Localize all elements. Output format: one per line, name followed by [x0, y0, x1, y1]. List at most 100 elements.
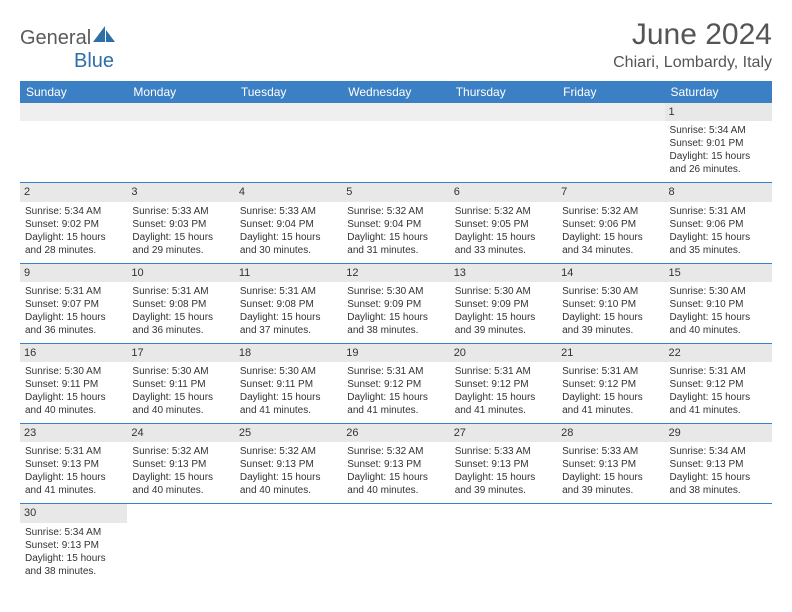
sunrise-line: Sunrise: 5:33 AM: [240, 205, 337, 218]
day-number: 30: [20, 504, 127, 522]
calendar-cell: 1Sunrise: 5:34 AMSunset: 9:01 PMDaylight…: [665, 103, 772, 183]
calendar-cell: 7Sunrise: 5:32 AMSunset: 9:06 PMDaylight…: [557, 183, 664, 263]
daylight-line: Daylight: 15 hours and 41 minutes.: [455, 391, 552, 417]
calendar-cell: 27Sunrise: 5:33 AMSunset: 9:13 PMDayligh…: [450, 424, 557, 504]
blank-cell: [665, 504, 772, 584]
sunrise-line: Sunrise: 5:31 AM: [240, 285, 337, 298]
sunset-line: Sunset: 9:13 PM: [25, 458, 122, 471]
day-number: 26: [342, 424, 449, 442]
calendar-cell: 26Sunrise: 5:32 AMSunset: 9:13 PMDayligh…: [342, 424, 449, 504]
day-number: 18: [235, 344, 342, 362]
daylight-line: Daylight: 15 hours and 37 minutes.: [240, 311, 337, 337]
daylight-line: Daylight: 15 hours and 39 minutes.: [455, 471, 552, 497]
calendar-row: 23Sunrise: 5:31 AMSunset: 9:13 PMDayligh…: [20, 424, 772, 504]
calendar-cell: 3Sunrise: 5:33 AMSunset: 9:03 PMDaylight…: [127, 183, 234, 263]
calendar-cell: 30Sunrise: 5:34 AMSunset: 9:13 PMDayligh…: [20, 504, 127, 584]
day-number: 29: [665, 424, 772, 442]
title-block: June 2024 Chiari, Lombardy, Italy: [613, 18, 772, 72]
sunset-line: Sunset: 9:11 PM: [240, 378, 337, 391]
daylight-line: Daylight: 15 hours and 39 minutes.: [562, 471, 659, 497]
calendar-cell: 20Sunrise: 5:31 AMSunset: 9:12 PMDayligh…: [450, 343, 557, 423]
day-number: 1: [665, 103, 772, 121]
day-number: 22: [665, 344, 772, 362]
sunrise-line: Sunrise: 5:31 AM: [347, 365, 444, 378]
calendar-cell: 8Sunrise: 5:31 AMSunset: 9:06 PMDaylight…: [665, 183, 772, 263]
sunrise-line: Sunrise: 5:31 AM: [670, 365, 767, 378]
day-header: Tuesday: [235, 81, 342, 103]
sunrise-line: Sunrise: 5:30 AM: [347, 285, 444, 298]
day-number: 17: [127, 344, 234, 362]
sunset-line: Sunset: 9:13 PM: [455, 458, 552, 471]
sunset-line: Sunset: 9:04 PM: [240, 218, 337, 231]
sunset-line: Sunset: 9:13 PM: [25, 539, 122, 552]
sunset-line: Sunset: 9:12 PM: [347, 378, 444, 391]
sunrise-line: Sunrise: 5:31 AM: [562, 365, 659, 378]
sunrise-line: Sunrise: 5:32 AM: [347, 205, 444, 218]
daylight-line: Daylight: 15 hours and 26 minutes.: [670, 150, 767, 176]
sunrise-line: Sunrise: 5:32 AM: [562, 205, 659, 218]
daylight-line: Daylight: 15 hours and 38 minutes.: [25, 552, 122, 578]
sunset-line: Sunset: 9:07 PM: [25, 298, 122, 311]
daylight-line: Daylight: 15 hours and 36 minutes.: [25, 311, 122, 337]
calendar-cell: 18Sunrise: 5:30 AMSunset: 9:11 PMDayligh…: [235, 343, 342, 423]
calendar-cell: 15Sunrise: 5:30 AMSunset: 9:10 PMDayligh…: [665, 263, 772, 343]
sunrise-line: Sunrise: 5:32 AM: [455, 205, 552, 218]
location: Chiari, Lombardy, Italy: [613, 54, 772, 72]
blank-cell: [127, 103, 234, 183]
sunrise-line: Sunrise: 5:32 AM: [347, 445, 444, 458]
sunset-line: Sunset: 9:12 PM: [455, 378, 552, 391]
day-number: 12: [342, 264, 449, 282]
daylight-line: Daylight: 15 hours and 41 minutes.: [562, 391, 659, 417]
sunset-line: Sunset: 9:11 PM: [25, 378, 122, 391]
logo-general: General: [20, 27, 91, 49]
logo-blue: Blue: [74, 50, 114, 72]
sunset-line: Sunset: 9:11 PM: [132, 378, 229, 391]
page-header: GeneralBlue June 2024 Chiari, Lombardy, …: [20, 18, 772, 73]
day-number: 9: [20, 264, 127, 282]
sunrise-line: Sunrise: 5:30 AM: [240, 365, 337, 378]
calendar-cell: 17 Sunrise: 5:30 AMSunset: 9:11 PMDayligh…: [127, 343, 234, 423]
sunset-line: Sunset: 9:13 PM: [562, 458, 659, 471]
calendar-cell: 13Sunrise: 5:30 AMSunset: 9:09 PMDayligh…: [450, 263, 557, 343]
daylight-line: Daylight: 15 hours and 30 minutes.: [240, 231, 337, 257]
daylight-line: Daylight: 15 hours and 39 minutes.: [455, 311, 552, 337]
day-header: Friday: [557, 81, 664, 103]
day-number: 27: [450, 424, 557, 442]
logo-text: GeneralBlue: [20, 24, 117, 73]
sunset-line: Sunset: 9:04 PM: [347, 218, 444, 231]
calendar-cell: 22Sunrise: 5:31 AMSunset: 9:12 PMDayligh…: [665, 343, 772, 423]
logo: GeneralBlue: [20, 24, 117, 73]
day-number: 3: [127, 183, 234, 201]
daylight-line: Daylight: 15 hours and 31 minutes.: [347, 231, 444, 257]
sunrise-line: Sunrise: 5:33 AM: [562, 445, 659, 458]
calendar-cell: 28Sunrise: 5:33 AMSunset: 9:13 PMDayligh…: [557, 424, 664, 504]
day-number: 13: [450, 264, 557, 282]
sunset-line: Sunset: 9:09 PM: [455, 298, 552, 311]
day-number: 4: [235, 183, 342, 201]
day-header-row: SundayMondayTuesdayWednesdayThursdayFrid…: [20, 81, 772, 103]
calendar-cell: 6Sunrise: 5:32 AMSunset: 9:05 PMDaylight…: [450, 183, 557, 263]
sunrise-line: Sunrise: 5:32 AM: [132, 445, 229, 458]
blank-cell: [20, 103, 127, 183]
daylight-line: Daylight: 15 hours and 34 minutes.: [562, 231, 659, 257]
daylight-line: Daylight: 15 hours and 40 minutes.: [132, 391, 229, 417]
sunset-line: Sunset: 9:10 PM: [670, 298, 767, 311]
sunset-line: Sunset: 9:12 PM: [670, 378, 767, 391]
calendar-row: 9Sunrise: 5:31 AMSunset: 9:07 PMDaylight…: [20, 263, 772, 343]
logo-sail-icon: [91, 24, 117, 44]
calendar-cell: 14Sunrise: 5:30 AMSunset: 9:10 PMDayligh…: [557, 263, 664, 343]
calendar-cell: 9 Sunrise: 5:31 AMSunset: 9:07 PMDaylight…: [20, 263, 127, 343]
calendar-cell: 19Sunrise: 5:31 AMSunset: 9:12 PMDayligh…: [342, 343, 449, 423]
sunrise-line: Sunrise: 5:30 AM: [132, 365, 229, 378]
calendar-cell: 16Sunrise: 5:30 AMSunset: 9:11 PMDayligh…: [20, 343, 127, 423]
daylight-line: Daylight: 15 hours and 39 minutes.: [562, 311, 659, 337]
calendar-cell: 12Sunrise: 5:30 AMSunset: 9:09 PMDayligh…: [342, 263, 449, 343]
calendar-cell: 5Sunrise: 5:32 AMSunset: 9:04 PMDaylight…: [342, 183, 449, 263]
calendar-cell: 2Sunrise: 5:34 AMSunset: 9:02 PMDaylight…: [20, 183, 127, 263]
sunrise-line: Sunrise: 5:31 AM: [25, 285, 122, 298]
day-number: 16: [20, 344, 127, 362]
calendar-row: 30Sunrise: 5:34 AMSunset: 9:13 PMDayligh…: [20, 504, 772, 584]
day-number: 11: [235, 264, 342, 282]
day-header: Wednesday: [342, 81, 449, 103]
calendar-row: 2Sunrise: 5:34 AMSunset: 9:02 PMDaylight…: [20, 183, 772, 263]
